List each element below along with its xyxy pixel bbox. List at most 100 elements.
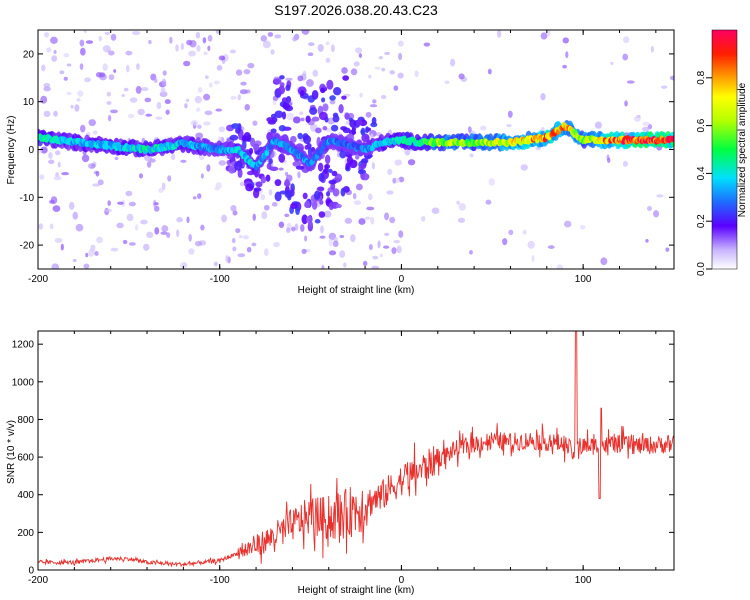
noise-speck <box>487 68 492 75</box>
noise-speck <box>369 104 378 108</box>
disturbance-blob <box>248 147 254 155</box>
disturbance-blob <box>340 187 346 197</box>
noise-speck <box>107 114 112 122</box>
noise-speck <box>41 64 46 72</box>
noise-speck <box>398 52 403 61</box>
disturbance-blob <box>331 170 338 177</box>
noise-speck <box>51 263 60 269</box>
noise-speck <box>87 163 92 169</box>
disturbance-blob <box>323 168 328 174</box>
noise-speck <box>271 202 278 207</box>
noise-speck <box>123 87 129 92</box>
y-tick-label: 1200 <box>12 340 35 351</box>
noise-speck <box>106 101 112 105</box>
noise-speck <box>607 157 611 163</box>
noise-speck <box>563 220 572 228</box>
noise-speck <box>540 93 546 101</box>
noise-speck <box>66 91 72 96</box>
noise-speck <box>506 124 512 128</box>
noise-speck <box>53 175 62 181</box>
noise-speck <box>75 223 84 232</box>
noise-speck <box>469 153 474 158</box>
noise-speck <box>197 87 203 93</box>
colorbar-title: Normalized spectral amplitude <box>737 82 748 217</box>
noise-speck <box>297 75 304 82</box>
noise-speck <box>60 243 64 251</box>
disturbance-blob <box>278 85 286 95</box>
disturbance-blob <box>326 79 334 90</box>
noise-speck <box>40 95 48 104</box>
disturbance-blob <box>304 200 311 208</box>
noise-speck <box>394 159 403 166</box>
disturbance-blob <box>346 156 354 165</box>
noise-speck <box>396 245 402 254</box>
noise-speck <box>215 108 223 112</box>
noise-speck <box>319 235 326 239</box>
noise-speck <box>502 238 508 246</box>
noise-speck <box>286 112 294 121</box>
noise-speck <box>215 30 220 35</box>
noise-speck <box>167 175 172 182</box>
noise-speck <box>74 104 80 112</box>
noise-speck <box>263 204 270 211</box>
noise-speck <box>393 239 401 244</box>
noise-speck <box>138 173 144 179</box>
noise-speck <box>285 171 289 177</box>
noise-speck <box>556 264 564 269</box>
noise-speck <box>85 252 89 258</box>
y-tick-label: 10 <box>23 97 35 108</box>
y-tick-label: -10 <box>20 193 35 204</box>
noise-speck <box>622 53 629 61</box>
noise-speck <box>195 31 201 39</box>
noise-speck <box>372 99 377 104</box>
noise-speck <box>370 216 375 225</box>
noise-speck <box>646 206 652 211</box>
noise-speck <box>59 70 65 75</box>
noise-speck <box>66 63 72 67</box>
noise-speck <box>161 182 166 191</box>
noise-speck <box>180 42 184 51</box>
noise-speck <box>260 194 266 201</box>
noise-speck <box>407 159 416 166</box>
y-tick-label: 0 <box>28 145 34 156</box>
noise-speck <box>264 248 269 257</box>
noise-speck <box>623 36 630 44</box>
noise-speck <box>656 194 664 198</box>
noise-speck <box>203 121 211 126</box>
noise-speck <box>183 60 191 67</box>
noise-speck <box>185 98 190 103</box>
figure-title: S197.2026.038.20.43.C23 <box>274 2 438 18</box>
noise-speck <box>194 240 203 247</box>
noise-speck <box>386 190 394 195</box>
noise-speck <box>404 148 411 156</box>
disturbance-blob <box>322 103 329 112</box>
noise-speck <box>650 45 654 53</box>
x-tick-label: -200 <box>28 274 48 285</box>
noise-speck <box>398 176 405 183</box>
disturbance-blob <box>314 219 321 224</box>
noise-speck <box>122 239 128 245</box>
noise-speck <box>278 167 284 171</box>
noise-speck <box>110 109 118 114</box>
disturbance-blob <box>319 200 324 205</box>
noise-speck <box>485 199 492 205</box>
noise-speck <box>328 250 337 256</box>
noise-speck <box>306 79 314 87</box>
noise-speck <box>367 193 373 201</box>
noise-speck <box>353 61 360 67</box>
noise-speck <box>225 255 230 263</box>
disturbance-blob <box>311 200 318 210</box>
noise-speck <box>162 70 167 76</box>
spectrogram-y-label: Frequency (Hz) <box>6 116 17 185</box>
noise-speck <box>232 246 237 252</box>
disturbance-blob <box>335 203 342 209</box>
disturbance-blob <box>318 111 328 121</box>
x-tick-label: 100 <box>575 274 592 285</box>
noise-speck <box>141 86 149 92</box>
noise-speck <box>444 80 450 85</box>
noise-speck <box>339 250 346 258</box>
noise-speck <box>378 55 383 60</box>
disturbance-blob <box>270 128 277 134</box>
